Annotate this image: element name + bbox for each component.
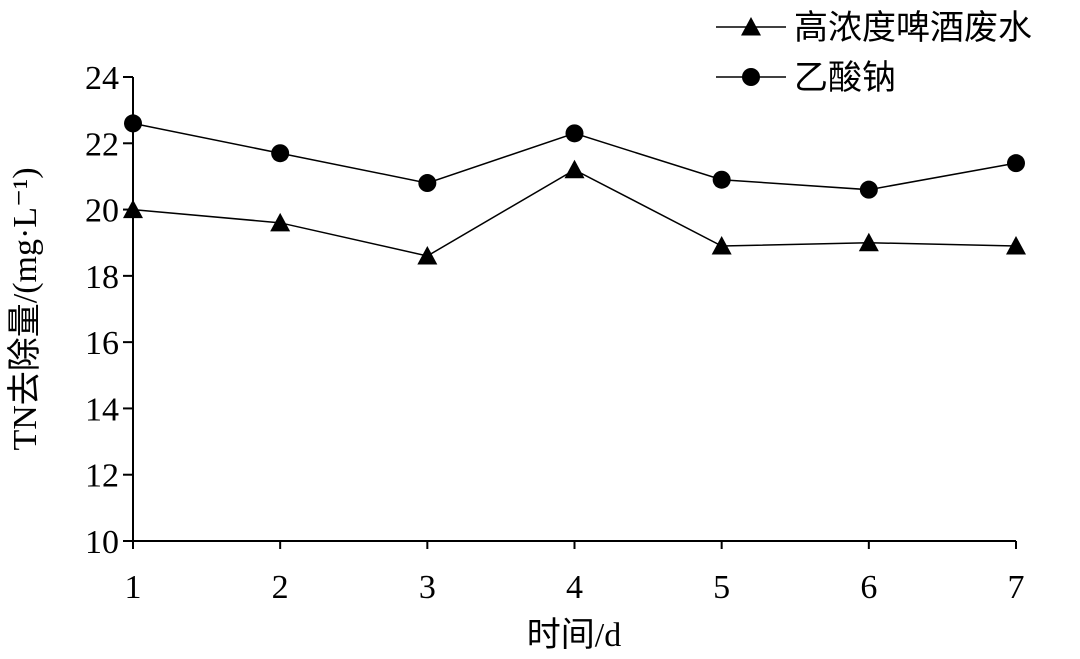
legend-triangle-marker: [741, 17, 761, 36]
series-1: [123, 159, 1026, 265]
circle-point: [859, 180, 878, 199]
y-tick-label: 22: [85, 126, 119, 163]
y-tick-label: 20: [85, 193, 119, 230]
triangle-point: [1006, 236, 1026, 255]
y-tick-label: 16: [85, 325, 119, 362]
series-line: [132, 168, 1017, 257]
series-layer: [123, 114, 1026, 265]
legend-label: 高浓度啤酒废水: [794, 9, 1032, 47]
x-ticks: 1 2 3 4 5 6 7: [125, 541, 1025, 606]
triangle-point: [123, 199, 143, 219]
legend-label: 乙酸钠: [794, 59, 896, 97]
circle-point: [565, 124, 584, 143]
x-axis-label: 时间/d: [527, 617, 621, 654]
triangle-point: [711, 236, 732, 255]
axes: [132, 77, 1016, 542]
circle-point: [418, 174, 437, 193]
y-ticks: 10 12 14 16 18 20 22 24: [85, 60, 133, 561]
x-tick-label: 3: [419, 569, 436, 606]
x-tick-label: 5: [713, 569, 730, 606]
y-axis-label: TN去除量/(mg·L⁻¹): [6, 167, 44, 450]
triangle-point: [417, 245, 438, 265]
y-tick-label: 24: [85, 60, 119, 97]
triangle-point: [564, 159, 585, 179]
circle-point: [271, 144, 290, 163]
y-tick-label: 18: [85, 259, 119, 296]
legend-circle-marker: [742, 68, 760, 86]
circle-point: [712, 170, 731, 189]
x-tick-label: 4: [566, 569, 583, 606]
x-tick-label: 2: [272, 569, 289, 606]
series-2: [124, 114, 1025, 199]
circle-point: [1007, 154, 1025, 173]
triangle-point: [858, 232, 879, 252]
circle-point: [124, 114, 142, 133]
x-tick-label: 7: [1008, 569, 1025, 606]
y-tick-label: 14: [85, 391, 119, 428]
x-tick-label: 6: [860, 569, 877, 606]
triangle-point: [270, 212, 291, 232]
y-tick-label: 10: [85, 524, 119, 561]
x-tick-label: 1: [125, 569, 142, 606]
y-tick-label: 12: [85, 458, 119, 495]
